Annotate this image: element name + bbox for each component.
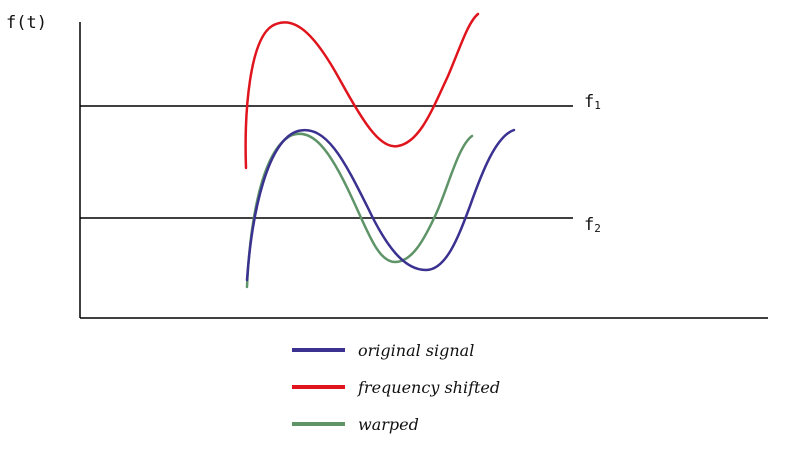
legend-item-warped: warped [292,415,419,434]
legend-label-warped: warped [358,415,419,434]
legend: original signal frequency shifted warped [292,341,500,434]
level-label-f1: f1 [584,92,601,112]
original-signal-curve [245,128,516,282]
legend-item-frequency-shifted: frequency shifted [292,378,500,397]
legend-item-original-signal: original signal [292,341,474,360]
y-axis-label: f(t) [6,13,47,33]
legend-label-frequency-shifted: frequency shifted [357,378,500,397]
level-label-f2: f2 [584,215,601,235]
legend-label-original-signal: original signal [358,341,474,360]
frequency-shifted-curve [244,12,480,170]
